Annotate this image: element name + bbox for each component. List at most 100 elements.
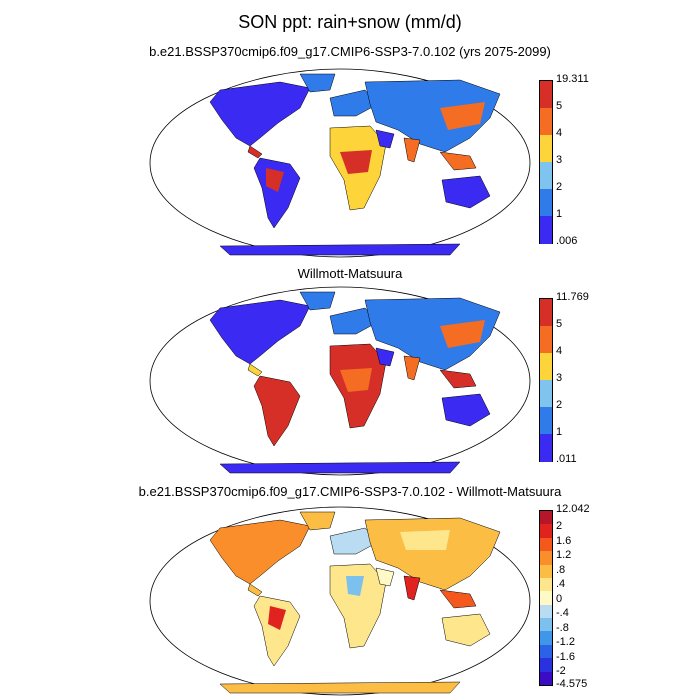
colorbar-segment	[540, 216, 552, 244]
continent-australia	[441, 175, 491, 209]
continent-asia	[364, 517, 501, 591]
colorbar-segment	[540, 81, 552, 109]
continent-asia	[364, 297, 501, 371]
panel-3-colorbar-label-12: -4.575	[556, 678, 588, 690]
panel-3-colorbar-label-11: -2	[556, 665, 566, 677]
panel-2-colorbar-label-1: 5	[556, 318, 563, 330]
panel-2-colorbar-label-5: 1	[556, 426, 563, 438]
panel-1-colorbar-label-3: 3	[556, 154, 563, 166]
continent-south-america	[253, 157, 301, 229]
colorbar-segment	[540, 524, 552, 539]
region-patch	[440, 102, 485, 130]
colorbar-segment	[540, 644, 552, 659]
colorbar-segment	[540, 434, 552, 462]
colorbar-segment	[540, 631, 552, 646]
figure-title: SON ppt: rain+snow (mm/d)	[238, 12, 462, 32]
continent-antarctica	[219, 681, 461, 694]
colorbar-segment	[540, 577, 552, 592]
panel-3-colorbar-label-1: 2	[556, 520, 563, 532]
continent-south-america	[253, 375, 301, 447]
region-patch	[340, 368, 372, 392]
panel-3-colorbar-label-9: -1.2	[556, 636, 575, 648]
continent-antarctica	[219, 461, 461, 474]
colorbar-segment	[540, 511, 552, 525]
region-patch	[266, 168, 284, 192]
panel-3-colorbar	[539, 510, 553, 686]
continent-se-asia	[439, 589, 477, 609]
panel-1-colorbar	[539, 80, 553, 244]
region-patch	[346, 576, 364, 596]
panel-1-colorbar-label-4: 2	[556, 181, 563, 193]
colorbar-segment	[540, 604, 552, 619]
region-patch	[340, 150, 372, 174]
continent-arabia	[375, 567, 395, 587]
colorbar-segment	[540, 108, 552, 136]
continent-india	[403, 355, 421, 381]
continent-central-america	[247, 145, 263, 159]
region-patch	[440, 320, 485, 348]
panel-2-colorbar-label-3: 3	[556, 372, 563, 384]
colorbar-segment	[540, 671, 552, 686]
panel-1-colorbar-label-0: 19.311	[556, 73, 589, 85]
panel-2-map	[149, 286, 531, 476]
continent-australia	[441, 613, 491, 647]
panel-1-colorbar-label-5: 1	[556, 208, 563, 220]
panel-1-subtitle: b.e21.BSSP370cmip6.f09_g17.CMIP6-SSP3-7.…	[149, 44, 551, 59]
continent-greenland	[299, 73, 336, 93]
panel-3-subtitle: b.e21.BSSP370cmip6.f09_g17.CMIP6-SSP3-7.…	[138, 484, 562, 499]
colorbar-segment	[540, 162, 552, 190]
panel-3-colorbar-label-7: -.4	[556, 607, 569, 619]
continent-arabia	[375, 347, 395, 367]
continent-africa	[329, 563, 387, 649]
continent-asia	[364, 79, 501, 153]
continent-se-asia	[439, 151, 477, 171]
panel-1-colorbar-label-2: 4	[556, 127, 563, 139]
panel-2-colorbar-label-2: 4	[556, 345, 563, 357]
colorbar-segment	[540, 551, 552, 566]
panel-3-colorbar-label-3: 1.2	[556, 549, 572, 561]
panel-3-colorbar-label-6: 0	[556, 593, 563, 605]
continent-south-america	[253, 595, 301, 667]
continent-north-america	[209, 81, 311, 147]
colorbar-segment	[540, 326, 552, 354]
colorbar-segment	[540, 407, 552, 435]
continent-india	[403, 137, 421, 163]
colorbar-segment	[540, 135, 552, 163]
panel-2-colorbar	[539, 298, 553, 462]
panel-3-colorbar-label-5: .4	[556, 578, 566, 590]
continent-greenland	[299, 511, 336, 531]
colorbar-segment	[540, 658, 552, 673]
panel-3-colorbar-label-2: 1.6	[556, 535, 572, 547]
colorbar-segment	[540, 189, 552, 217]
region-patch	[400, 530, 450, 550]
colorbar-segment	[540, 537, 552, 552]
continent-arabia	[375, 129, 395, 149]
continent-europe	[329, 527, 379, 555]
continent-central-america	[247, 363, 263, 377]
continent-antarctica	[219, 243, 461, 256]
panel-1-colorbar-label-1: 5	[556, 100, 563, 112]
colorbar-segment	[540, 564, 552, 579]
continent-europe	[329, 89, 379, 117]
panel-2-colorbar-label-0: 11.769	[556, 291, 589, 303]
continent-greenland	[299, 291, 336, 311]
continent-central-america	[247, 583, 263, 597]
panel-3-colorbar-label-8: -.8	[556, 622, 569, 634]
panel-1-colorbar-label-6: .006	[556, 235, 578, 247]
panel-2-subtitle: Willmott-Matsuura	[297, 266, 403, 281]
panel-3-colorbar-label-10: -1.6	[556, 651, 575, 663]
region-patch	[266, 386, 284, 410]
colorbar-segment	[540, 618, 552, 632]
continent-north-america	[209, 519, 311, 585]
colorbar-segment	[540, 299, 552, 327]
region-patch	[268, 606, 286, 630]
colorbar-segment	[540, 353, 552, 381]
colorbar-segment	[540, 591, 552, 606]
continent-australia	[441, 393, 491, 427]
panel-2-colorbar-label-6: .011	[556, 453, 577, 465]
panel-1-map	[149, 68, 531, 258]
continent-north-america	[209, 299, 311, 365]
panel-3-colorbar-label-0: 12.042	[556, 503, 590, 515]
continent-europe	[329, 307, 379, 335]
panel-2-colorbar-label-4: 2	[556, 399, 563, 411]
